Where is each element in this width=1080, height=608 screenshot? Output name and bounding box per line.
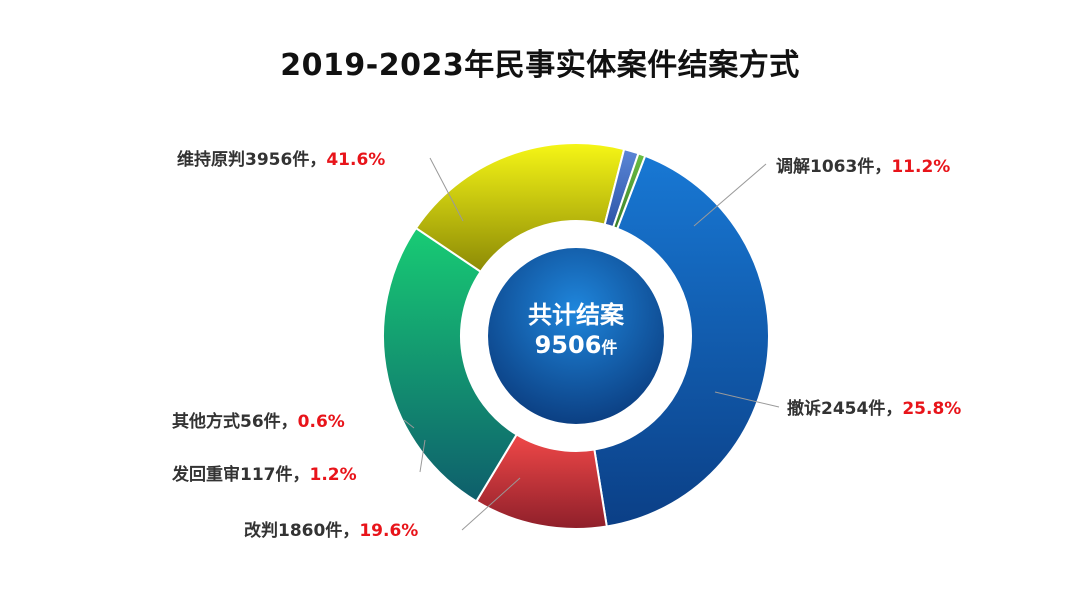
center-total-value: 9506 [534, 331, 602, 359]
data-label-percent: 0.6% [297, 412, 345, 432]
data-label-name: 维持原判 [177, 150, 245, 170]
chart-title: 2019-2023年民事实体案件结案方式 [280, 48, 800, 83]
data-label-count: 1063件， [810, 157, 892, 177]
leader-line-maintain [429, 157, 464, 222]
data-label-mediation: 调解1063件，11.2% [776, 157, 950, 177]
data-label-amended: 改判1860件，19.6% [244, 521, 418, 541]
data-label-percent: 11.2% [891, 157, 951, 177]
data-label-name: 改判 [244, 521, 278, 541]
data-label-maintain: 维持原判3956件，41.6% [177, 150, 385, 170]
leader-line-mediation [693, 163, 767, 227]
center-total-unit: 件 [601, 338, 618, 357]
leader-line-remanded [419, 439, 426, 473]
center-disc [488, 248, 664, 424]
data-label-percent: 41.6% [326, 150, 386, 170]
data-label-remanded: 发回重审117件，1.2% [172, 465, 357, 485]
data-label-count: 56件， [240, 412, 298, 432]
data-label-other: 其他方式56件，0.6% [172, 412, 345, 432]
data-label-percent: 19.6% [359, 521, 419, 541]
data-label-count: 3956件， [245, 150, 327, 170]
leader-line-amended [461, 477, 521, 531]
data-label-name: 发回重审 [172, 465, 240, 485]
data-label-count: 1860件， [278, 521, 360, 541]
slice-amended [414, 142, 626, 274]
slice-withdrawal [382, 226, 519, 503]
data-label-name: 撤诉 [787, 399, 821, 419]
data-label-count: 2454件， [821, 399, 903, 419]
data-label-count: 117件， [240, 465, 310, 485]
center-total-label: 共计结案 9506件 [500, 300, 652, 363]
slice-maintain [593, 154, 770, 528]
center-line1: 共计结案 [528, 301, 624, 329]
data-label-name: 调解 [776, 157, 810, 177]
data-label-percent: 1.2% [309, 465, 357, 485]
center-line2: 9506件 [500, 330, 652, 363]
slice-other [611, 152, 647, 230]
data-label-percent: 25.8% [902, 399, 962, 419]
data-label-name: 其他方式 [172, 412, 240, 432]
leader-line-withdrawal [714, 391, 780, 408]
leader-line-other [403, 419, 415, 429]
data-label-withdrawal: 撤诉2454件，25.8% [787, 399, 961, 419]
